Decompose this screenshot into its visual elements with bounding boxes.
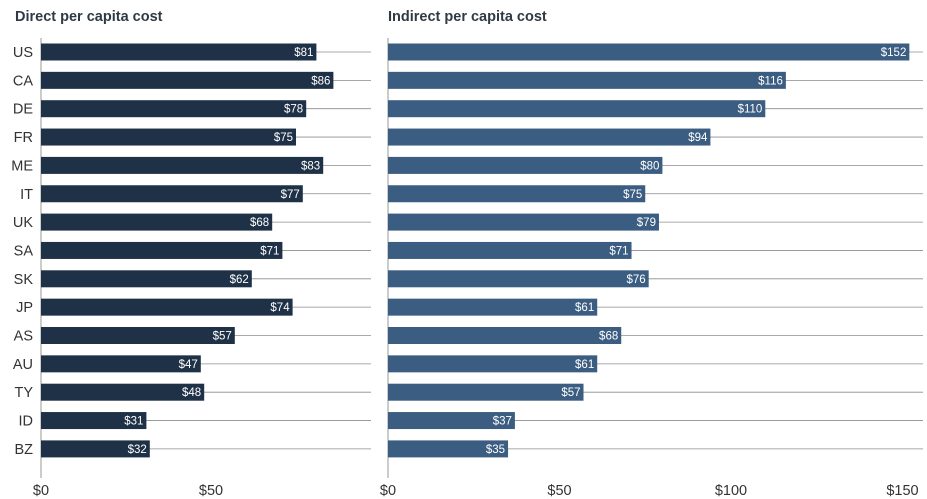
bar [388,43,910,61]
bar [41,156,324,174]
bar [388,100,766,118]
bar-value-label: $31 [124,416,143,428]
bar-value-label: $68 [599,331,618,343]
bar [388,71,786,89]
panel-title: Indirect per capita cost [388,9,547,25]
bar [388,213,659,231]
bar-value-label: $152 [881,47,907,59]
bar [41,185,303,203]
bar [41,270,252,288]
category-label: IT [20,187,33,203]
category-label: SK [14,272,34,288]
bar-value-label: $48 [182,387,201,399]
bar-value-label: $80 [640,160,659,172]
bar [388,128,711,146]
category-label: ID [19,414,34,430]
bar [388,270,649,288]
bar [388,156,663,174]
bar-value-label: $94 [688,132,708,144]
bar-value-label: $57 [213,331,232,343]
bar-value-label: $32 [128,444,147,456]
category-label: UK [13,215,33,231]
bar-value-label: $61 [575,302,594,314]
bar-value-label: $83 [301,160,320,172]
category-label: TY [14,385,33,401]
bar-value-label: $71 [609,245,628,257]
category-label: SA [14,243,34,259]
x-tick-label: $50 [199,483,223,499]
bar-value-label: $78 [284,104,303,116]
bar-value-label: $76 [626,274,645,286]
category-label: AU [13,357,33,373]
x-tick-label: $150 [886,483,918,499]
bar-value-label: $47 [179,359,198,371]
bar [388,355,598,373]
category-label: CA [13,73,33,89]
bar [388,241,632,259]
panel-title: Direct per capita cost [15,9,163,25]
bar [388,327,622,344]
x-tick-label: $100 [715,483,747,499]
category-label: US [13,45,33,61]
bar [41,327,235,344]
bar-value-label: $37 [493,416,512,428]
bar [41,241,283,259]
category-label: JP [16,300,33,316]
bar-value-label: $81 [294,47,313,59]
category-label: BZ [14,442,33,458]
bar [41,71,334,89]
bar [388,412,515,430]
category-label: AS [14,329,33,345]
bar [388,185,646,203]
category-label: DE [13,102,33,118]
bar-value-label: $75 [274,132,293,144]
bar-value-label: $68 [250,217,269,229]
x-tick-label: $0 [380,483,396,499]
bar-value-label: $77 [281,189,300,201]
bar [388,383,584,401]
bar [41,213,273,231]
category-label: FR [14,130,33,146]
bar [388,440,509,458]
bar [388,298,598,316]
bar [41,128,296,146]
bar-value-label: $71 [260,245,279,257]
bar-value-label: $61 [575,359,594,371]
bar [41,355,201,373]
direct-cost-panel: Direct per capita cost US $81 CA $86 DE $78 FR $… [11,9,371,499]
indirect-cost-panel: Indirect per capita cost $152 $116 $110 $94 $… [380,9,923,499]
bar [41,298,293,316]
bar-value-label: $86 [311,75,330,87]
x-tick-label: $50 [547,483,571,499]
bar-value-label: $110 [738,104,763,116]
bar [41,412,147,430]
bar-value-label: $75 [623,189,642,201]
bar [41,383,205,401]
bar-value-label: $116 [758,75,783,87]
category-label: ME [11,158,33,174]
bar-value-label: $35 [486,444,505,456]
bar-value-label: $57 [561,387,580,399]
bar-value-label: $79 [637,217,656,229]
bar [41,440,150,458]
bar-value-label: $74 [270,302,290,314]
bar [41,43,317,61]
bar-value-label: $62 [230,274,249,286]
bar [41,100,307,118]
x-tick-label: $0 [33,483,49,499]
